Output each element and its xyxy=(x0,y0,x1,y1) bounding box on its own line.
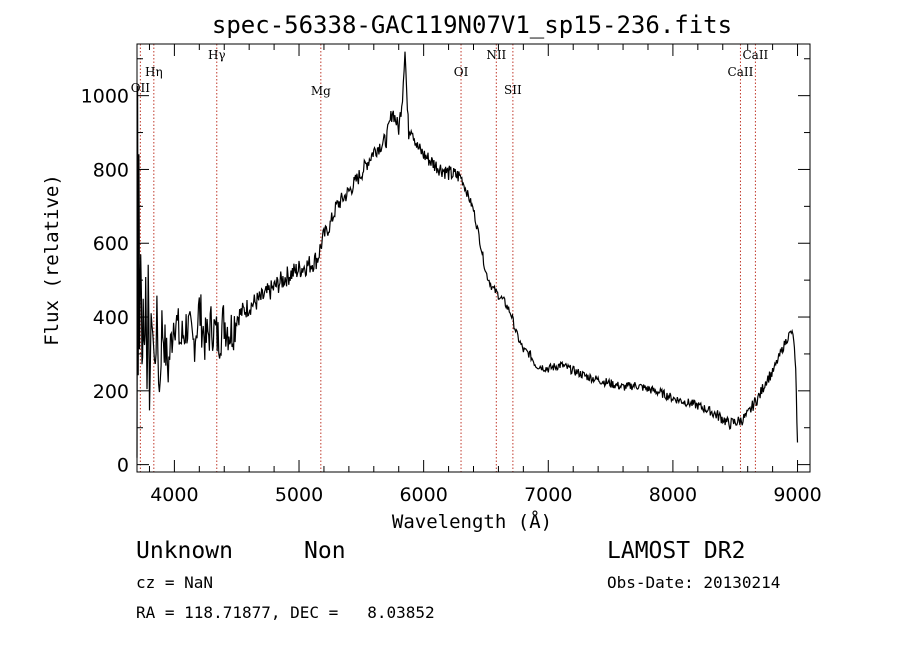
y-tick-label-3: 600 xyxy=(93,233,129,255)
line-label-3: Mg xyxy=(311,84,331,98)
line-label-2: Hγ xyxy=(208,48,226,62)
spectrum-line xyxy=(136,51,799,458)
y-tick-label-0: 0 xyxy=(117,455,129,477)
y-tick-label-1: 200 xyxy=(93,381,129,403)
classification-label: Unknown xyxy=(136,538,233,564)
line-label-5: NII xyxy=(486,48,506,62)
line-label-8: CaII xyxy=(742,48,768,62)
x-tick-label-3: 7000 xyxy=(524,484,572,506)
line-label-1: Hη xyxy=(145,65,163,79)
x-tick-label-1: 5000 xyxy=(275,484,323,506)
line-label-0: OII xyxy=(131,81,151,95)
emission-line-markers: OII Hη Hγ Mg OI NII SII CaII CaII xyxy=(131,44,769,472)
coordinates-label: RA = 118.71877, DEC = 8.03852 xyxy=(136,603,435,622)
line-label-6: SII xyxy=(504,83,522,97)
y-tick-label-5: 1000 xyxy=(81,86,129,108)
x-tick-label-2: 6000 xyxy=(399,484,447,506)
subclass-label: Non xyxy=(304,538,346,564)
x-tick-label-4: 8000 xyxy=(649,484,697,506)
obs-date-label: Obs-Date: 20130214 xyxy=(607,573,781,592)
x-tick-label-0: 4000 xyxy=(150,484,198,506)
x-axis-label: Wavelength (Å) xyxy=(392,510,552,533)
line-label-4: OI xyxy=(454,65,469,79)
redshift-label: cz = NaN xyxy=(136,573,214,592)
chart-title: spec-56338-GAC119N07V1_sp15-236.fits xyxy=(212,11,732,39)
y-tick-label-2: 400 xyxy=(93,307,129,329)
line-label-7: CaII xyxy=(728,65,754,79)
y-tick-label-4: 800 xyxy=(93,159,129,181)
y-axis-label: Flux (relative) xyxy=(41,174,63,346)
x-tick-label-5: 9000 xyxy=(773,484,821,506)
survey-label: LAMOST DR2 xyxy=(607,538,746,564)
axis-ticks: 4000 5000 6000 7000 8000 9000 0 200 400 600 800 100… xyxy=(81,44,822,506)
